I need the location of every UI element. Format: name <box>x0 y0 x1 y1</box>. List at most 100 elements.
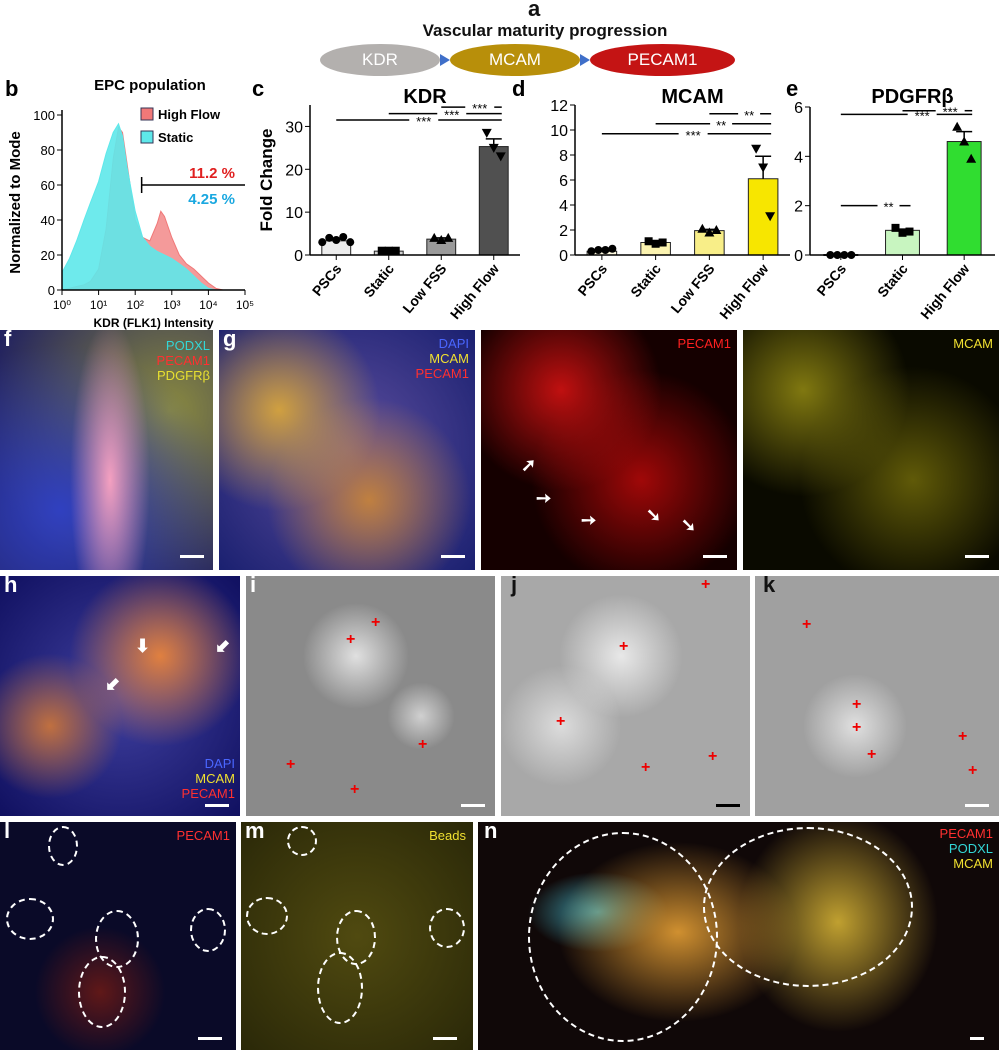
channel-label: PECAM1 <box>156 353 210 368</box>
data-point <box>905 227 914 236</box>
lumen-marker: + <box>802 616 812 633</box>
lumen-marker: + <box>701 576 711 593</box>
channel-label: MCAM <box>953 856 993 871</box>
scale-bar <box>198 1037 222 1040</box>
x-tick-label: Static <box>874 260 911 300</box>
y-tick-label: 0 <box>559 248 568 265</box>
dashed-circle <box>528 832 718 1042</box>
bar-high-flow <box>747 178 779 256</box>
x-axis-label: KDR (FLK1) Intensity <box>94 316 214 330</box>
x-tick-label: High Flow <box>917 261 972 323</box>
legend-swatch <box>140 130 154 144</box>
data-point <box>325 233 334 242</box>
y-tick-label: 6 <box>559 173 568 190</box>
x-tick-label: 10⁰ <box>53 298 71 312</box>
legend-label: High Flow <box>158 107 221 122</box>
lumen-marker: + <box>708 748 718 765</box>
arrow-icon: ➘ <box>681 515 697 535</box>
image-panel-i: i + + + + + <box>246 576 495 816</box>
scale-bar <box>965 804 989 807</box>
bar-low-fss <box>694 230 725 256</box>
data-point <box>697 223 708 233</box>
chart-title: MCAM <box>661 86 723 108</box>
y-tick-label: 4 <box>559 198 568 215</box>
lumen-marker: + <box>867 746 877 763</box>
stage-label: PECAM1 <box>627 50 698 69</box>
dashed-circle <box>190 908 226 952</box>
panel-label-a: a <box>528 0 541 21</box>
y-axis-label: Fold Change <box>257 129 276 232</box>
y-tick-label: 0 <box>794 248 803 265</box>
dashed-circle <box>287 826 317 856</box>
y-tick-label: 100 <box>33 108 55 123</box>
lumen-marker: + <box>346 631 356 648</box>
y-tick-label: 12 <box>550 98 568 115</box>
y-tick-label: 30 <box>285 119 303 136</box>
dashed-circle <box>703 827 913 987</box>
arrow-icon: ➚ <box>521 455 537 475</box>
legend-g: DAPI MCAM PECAM1 <box>369 336 469 381</box>
lumen-marker: + <box>958 728 968 745</box>
x-tick-label: High Flow <box>447 261 502 323</box>
data-point <box>443 232 454 242</box>
lumen-marker: + <box>619 638 629 655</box>
channel-label: PODXL <box>165 338 210 353</box>
arrow-icon: ➙ <box>581 510 597 530</box>
data-point <box>959 136 970 146</box>
channel-label: DAPI <box>204 756 235 771</box>
image-panel-k: k + + + + + + <box>755 576 999 816</box>
scale-bar <box>970 1037 984 1040</box>
lumen-marker: + <box>350 781 360 798</box>
legend-f: PODXL PECAM1 PDGFRβ <box>120 338 210 383</box>
lumen-marker: + <box>641 759 651 776</box>
significance-label: *** <box>686 128 701 143</box>
channel-label: PECAM1 <box>181 786 235 801</box>
x-tick-label: High Flow <box>716 261 771 323</box>
data-point <box>704 227 715 237</box>
y-tick-label: 0 <box>294 248 303 265</box>
image-panel-h: h ⬇ ⬋ ⬋ DAPI MCAM PECAM1 <box>0 576 240 816</box>
image-panel-pecam1: PECAM1 ➚ ➙ ➙ ➘ ➘ <box>481 330 737 570</box>
channel-label: PECAM1 <box>176 828 230 843</box>
significance-label: *** <box>943 105 958 120</box>
lumen-marker: + <box>418 736 428 753</box>
data-point <box>488 143 499 153</box>
y-tick-label: 10 <box>550 123 568 140</box>
data-point <box>966 153 977 163</box>
stage-pecam1: PECAM1 <box>590 44 735 76</box>
arrow-icon <box>440 54 450 66</box>
significance-label: ** <box>716 118 726 133</box>
scale-bar <box>703 555 727 558</box>
y-tick-label: 10 <box>285 205 303 222</box>
gate-label-static: 4.25 % <box>188 191 235 208</box>
channel-label: PDGFRβ <box>157 368 210 383</box>
data-point <box>594 246 603 254</box>
channel-label: DAPI <box>438 336 469 351</box>
lumen-marker: + <box>556 713 566 730</box>
chart-title: PDGFRβ <box>871 86 953 108</box>
x-tick-label: 10³ <box>163 298 180 312</box>
channel-label: PECAM1 <box>677 336 731 351</box>
y-tick-label: 80 <box>41 143 55 158</box>
x-tick-label: 10¹ <box>90 298 107 312</box>
channel-label: Beads <box>429 828 466 843</box>
panel-label-f: f <box>4 330 12 351</box>
arrow-icon: ⬇ <box>135 636 151 656</box>
dashed-circle <box>6 898 54 940</box>
data-point <box>952 121 963 131</box>
data-point <box>898 228 907 237</box>
image-panel-g: g DAPI MCAM PECAM1 <box>219 330 475 570</box>
data-point <box>751 144 762 154</box>
panel-label-i: i <box>250 576 257 597</box>
x-tick-label: Static <box>627 260 664 300</box>
y-tick-label: 4 <box>794 149 803 166</box>
data-point <box>658 238 667 247</box>
channel-label: PECAM1 <box>415 366 469 381</box>
y-tick-label: 6 <box>794 100 803 117</box>
x-tick-label: PSCs <box>574 260 610 298</box>
histogram-static <box>61 122 217 291</box>
x-tick-label: 10⁴ <box>199 298 218 312</box>
scale-bar <box>965 555 989 558</box>
scale-bar <box>433 1037 457 1040</box>
panel-label-g: g <box>223 330 237 351</box>
